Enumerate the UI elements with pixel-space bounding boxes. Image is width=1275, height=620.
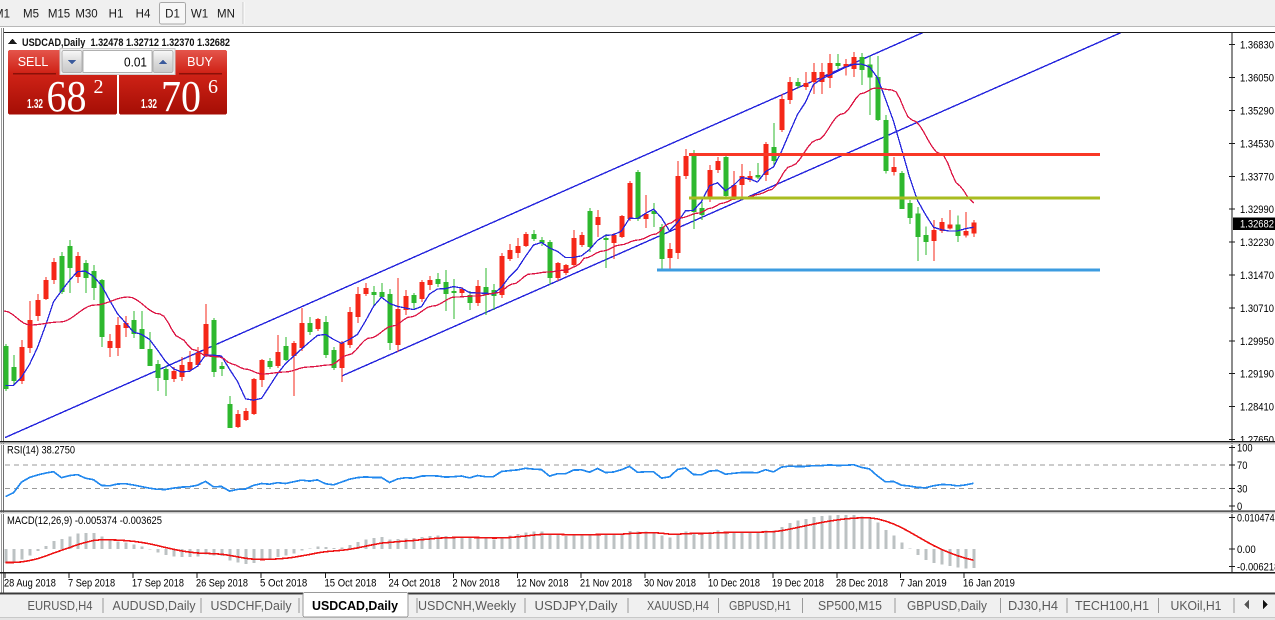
svg-text:AUDUSD,Daily: AUDUSD,Daily [113, 598, 196, 613]
svg-text:6: 6 [208, 76, 218, 98]
svg-text:M1: M1 [0, 9, 10, 21]
svg-text:MN: MN [217, 9, 235, 21]
svg-text:1.33770: 1.33770 [1240, 171, 1274, 183]
svg-text:24 Oct 2018: 24 Oct 2018 [389, 578, 441, 590]
svg-text:UKOil,H1: UKOil,H1 [1171, 598, 1222, 613]
svg-text:D1: D1 [165, 9, 180, 21]
svg-text:10 Dec 2018: 10 Dec 2018 [708, 578, 760, 590]
svg-text:M30: M30 [75, 9, 97, 21]
svg-text:12 Nov 2018: 12 Nov 2018 [517, 578, 569, 590]
svg-text:2: 2 [94, 76, 104, 98]
svg-text:1.32: 1.32 [141, 96, 157, 111]
svg-text:-0.006218: -0.006218 [1237, 562, 1275, 574]
svg-text:SP500,M15: SP500,M15 [818, 598, 882, 613]
svg-text:1.30710: 1.30710 [1240, 303, 1274, 315]
svg-text:DJ30,H4: DJ30,H4 [1008, 598, 1058, 613]
svg-text:5 Oct 2018: 5 Oct 2018 [260, 578, 307, 590]
svg-text:H1: H1 [109, 9, 124, 21]
svg-text:0: 0 [1237, 501, 1242, 513]
svg-text:USDCAD,Daily: USDCAD,Daily [312, 598, 399, 613]
svg-text:19 Dec 2018: 19 Dec 2018 [772, 578, 824, 590]
svg-text:1.27650: 1.27650 [1240, 435, 1274, 447]
svg-text:15 Oct 2018: 15 Oct 2018 [325, 578, 377, 590]
svg-text:100: 100 [1237, 443, 1253, 455]
svg-text:W1: W1 [191, 9, 208, 21]
svg-text:M15: M15 [48, 9, 70, 21]
svg-text:68: 68 [47, 72, 87, 121]
svg-text:16 Jan 2019: 16 Jan 2019 [963, 578, 1015, 590]
svg-text:XAUUSD,H4: XAUUSD,H4 [647, 598, 709, 613]
svg-text:USDCNH,Weekly: USDCNH,Weekly [418, 598, 516, 613]
svg-text:70: 70 [161, 72, 201, 121]
svg-text:1.32990: 1.32990 [1240, 204, 1274, 216]
svg-text:2 Nov 2018: 2 Nov 2018 [453, 578, 500, 590]
svg-text:1.34530: 1.34530 [1240, 138, 1274, 150]
svg-text:1.36830: 1.36830 [1240, 40, 1274, 52]
svg-text:RSI(14) 38.2750: RSI(14) 38.2750 [7, 445, 75, 457]
svg-text:GBPUSD,H1: GBPUSD,H1 [729, 598, 791, 613]
svg-text:30: 30 [1237, 484, 1247, 496]
svg-text:30 Nov 2018: 30 Nov 2018 [644, 578, 696, 590]
svg-text:M5: M5 [23, 9, 39, 21]
svg-text:GBPUSD,Daily: GBPUSD,Daily [907, 598, 987, 613]
svg-text:EURUSD,H4: EURUSD,H4 [28, 598, 93, 613]
svg-text:28 Aug 2018: 28 Aug 2018 [4, 578, 56, 590]
svg-text:1.35290: 1.35290 [1240, 106, 1274, 118]
svg-text:1.29190: 1.29190 [1240, 369, 1274, 381]
svg-text:7 Sep 2018: 7 Sep 2018 [68, 578, 115, 590]
svg-text:21 Nov 2018: 21 Nov 2018 [580, 578, 632, 590]
svg-text:SELL: SELL [18, 55, 49, 69]
svg-text:1.32: 1.32 [27, 96, 43, 111]
svg-text:1.29950: 1.29950 [1240, 336, 1274, 348]
svg-text:1.32682: 1.32682 [1240, 219, 1274, 231]
svg-text:USDCHF,Daily: USDCHF,Daily [211, 598, 292, 613]
svg-text:0.01: 0.01 [124, 55, 147, 70]
svg-text:0.00: 0.00 [1237, 544, 1256, 556]
svg-text:70: 70 [1237, 460, 1247, 472]
svg-text:USDCAD,Daily 1.32478 1.32712: USDCAD,Daily 1.32478 1.32712 1.32370 1.3… [22, 37, 230, 49]
svg-text:BUY: BUY [187, 55, 213, 69]
svg-text:26 Sep 2018: 26 Sep 2018 [196, 578, 248, 590]
svg-text:0.010474: 0.010474 [1237, 513, 1275, 525]
svg-text:28 Dec 2018: 28 Dec 2018 [836, 578, 888, 590]
svg-text:7 Jan 2019: 7 Jan 2019 [900, 578, 947, 590]
svg-text:1.36050: 1.36050 [1240, 73, 1274, 85]
svg-text:1.31470: 1.31470 [1240, 270, 1274, 282]
svg-text:USDJPY,Daily: USDJPY,Daily [535, 598, 618, 613]
svg-text:H4: H4 [136, 9, 151, 21]
svg-text:MACD(12,26,9) -0.005374 -0.003: MACD(12,26,9) -0.005374 -0.003625 [7, 515, 162, 527]
svg-text:TECH100,H1: TECH100,H1 [1075, 598, 1149, 613]
svg-text:17 Sep 2018: 17 Sep 2018 [132, 578, 184, 590]
svg-text:1.32230: 1.32230 [1240, 237, 1274, 249]
svg-text:1.28410: 1.28410 [1240, 402, 1274, 414]
